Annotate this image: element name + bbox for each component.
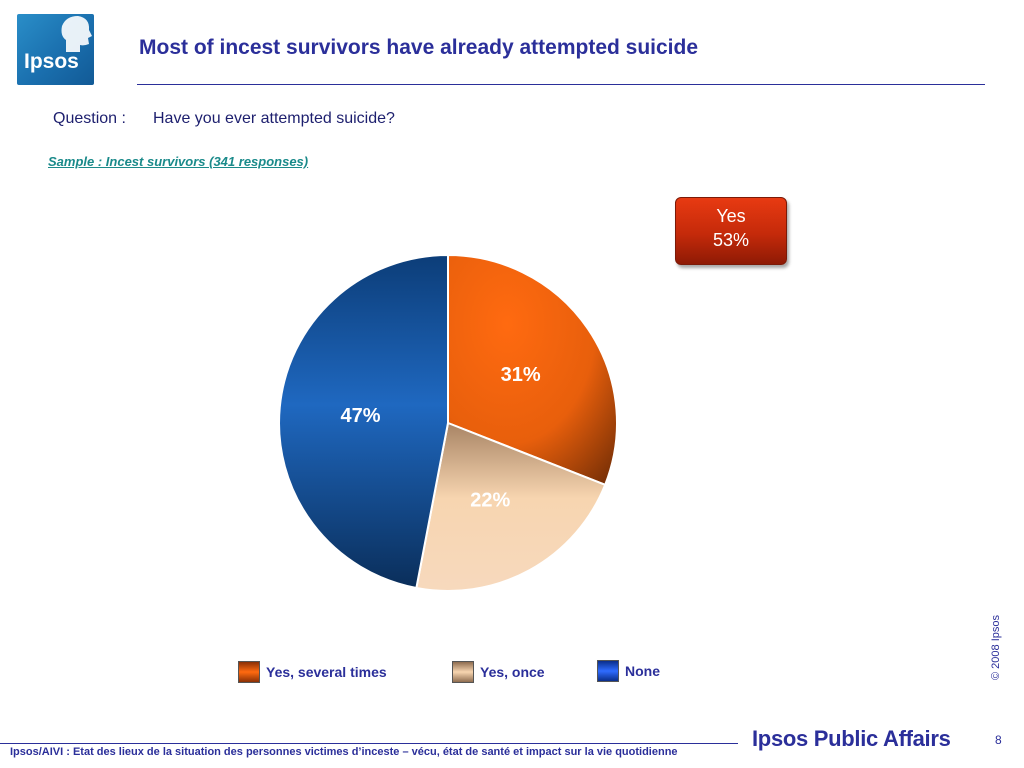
profile-head-icon [61,16,92,52]
callout-value: 53% [712,230,750,250]
logo-text: Ipsos [24,50,79,73]
footer-text: Ipsos/AIVI : Etat des lieux de la situat… [10,746,678,758]
data-label-yes-several-times: 31% [501,364,541,386]
brand-name: Ipsos Public Affairs [752,726,951,751]
footer-divider [0,743,738,744]
slice-yes-several-times [447,253,618,487]
data-label-yes-once: 22% [470,490,510,512]
legend-item-yes-once: Yes, once [452,661,545,683]
ipsos-logo: Ipsos [17,14,94,85]
legend-label-yes-once: Yes, once [480,664,545,680]
sample-note: Sample : Incest survivors (341 responses… [48,154,309,169]
yes-total-callout: Yes 53% [675,197,787,265]
legend-swatch-yes-several-times [238,661,260,683]
copyright-note: © 2008 Ipsos [990,615,1002,680]
slice-yes-once [415,421,607,592]
title-divider [137,84,985,85]
question-text: Have you ever attempted suicide? [153,110,395,127]
legend-item-none: None [597,660,660,682]
legend-item-yes-several-times: Yes, several times [238,661,387,683]
legend-label-none: None [625,663,660,679]
slice-none [278,253,449,590]
legend-swatch-none [597,660,619,682]
question-label: Question : [53,110,126,127]
page-title: Most of incest survivors have already at… [139,36,699,59]
legend-label-yes-several-times: Yes, several times [266,664,387,680]
callout-label: Yes [716,206,746,226]
data-label-none: 47% [340,405,380,427]
page-number: 8 [995,733,1002,747]
legend-swatch-yes-once [452,661,474,683]
